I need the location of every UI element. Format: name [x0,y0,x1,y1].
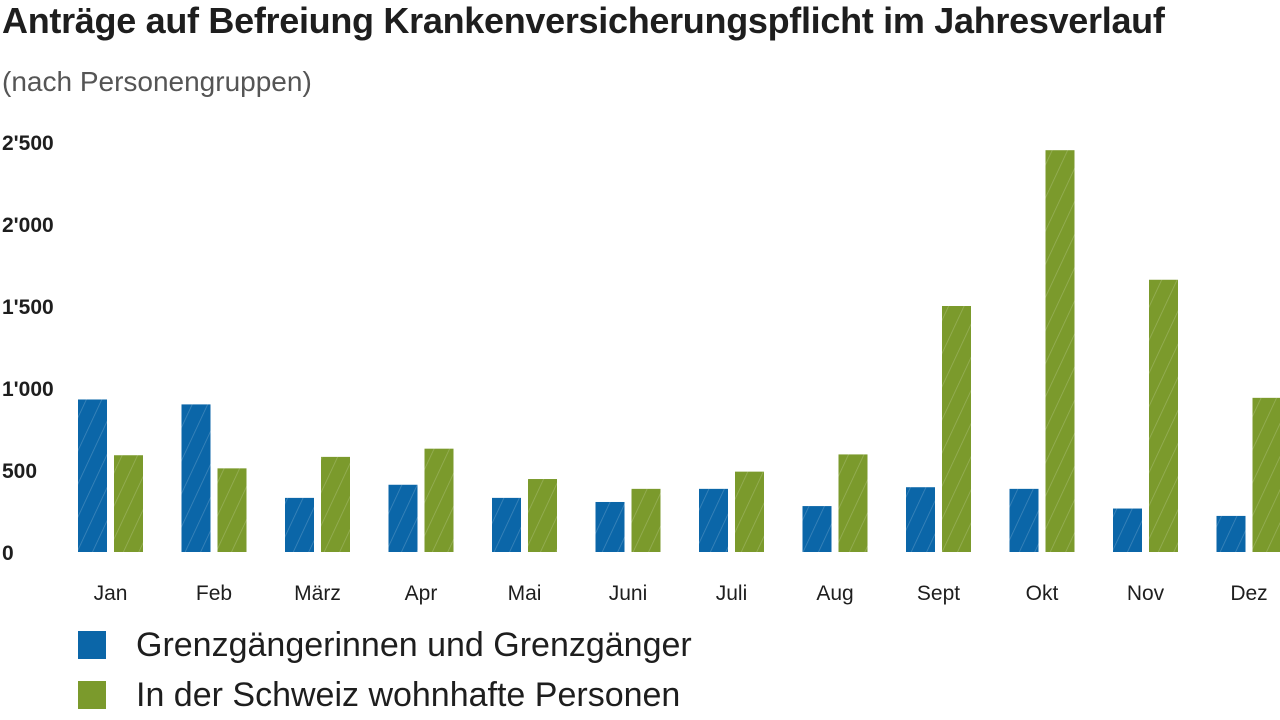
bar-hatch-overlay [1149,279,1178,552]
bar-hatch-overlay [181,404,211,552]
x-tick-label: Juni [609,582,648,605]
legend-item-grenzgaenger: Grenzgängerinnen und Grenzgänger [78,620,692,670]
bar-hatch-overlay [1216,515,1246,552]
bar-hatch-overlay [942,306,971,552]
bar-hatch-overlay [492,497,521,552]
bar-hatch-overlay [595,501,625,552]
y-tick-label: 1'000 [2,378,54,401]
bar-hatch-overlay [1252,397,1280,552]
y-axis: 0 500 1'000 1'500 2'000 2'500 [2,132,54,565]
bar-hatch-overlay [217,468,247,552]
bar-hatch-overlay [321,456,350,552]
legend: Grenzgängerinnen und Grenzgänger In der … [78,620,692,720]
bar-hatch-overlay [78,399,107,552]
x-tick-label: Mai [508,582,542,605]
x-tick-label: März [294,582,341,605]
bar-hatch-overlay [735,471,764,552]
x-axis: Jan Feb März Apr Mai Juni Juli Aug Sept Okt Nov Dez [94,582,1268,605]
x-tick-label: Aug [816,582,853,605]
legend-item-schweiz: In der Schweiz wohnhafte Personen [78,670,692,720]
chart-title: Anträge auf Befreiung Krankenversicherun… [2,0,1165,41]
legend-label: Grenzgängerinnen und Grenzgänger [136,625,692,664]
bar-hatch-overlay [528,479,557,552]
x-tick-label: Okt [1026,582,1059,605]
x-tick-label: Jan [94,582,128,605]
legend-swatch-green [78,681,106,709]
chart-subtitle: (nach Personengruppen) [2,66,312,97]
y-tick-label: 0 [2,542,14,565]
y-tick-label: 500 [2,460,37,483]
x-tick-label: Dez [1230,582,1267,605]
bar-hatch-overlay [114,455,143,552]
bar-hatch-overlay [1113,508,1142,552]
x-tick-label: Juli [716,582,748,605]
bar-hatch-overlay [802,506,832,552]
y-tick-label: 1'500 [2,296,54,319]
bar-chart: 0 500 1'000 1'500 2'000 2'500 Jan Feb März Apr Ma… [2,132,1280,605]
bar-hatch-overlay [699,488,728,552]
bar-hatch-overlay [388,484,418,552]
x-tick-label: Apr [405,582,438,605]
legend-swatch-blue [78,631,106,659]
y-tick-label: 2'500 [2,132,54,155]
x-tick-label: Sept [917,582,960,605]
bar-hatch-overlay [1009,488,1039,552]
x-tick-label: Nov [1127,582,1165,605]
x-tick-label: Feb [196,582,232,605]
legend-label: In der Schweiz wohnhafte Personen [136,675,681,714]
bar-hatch-overlay [838,454,868,552]
bar-hatch-overlay [1045,150,1075,552]
bar-hatch-overlay [424,448,454,552]
bar-hatch-overlay [906,487,935,552]
bars [78,150,1280,552]
y-tick-label: 2'000 [2,214,54,237]
bar-hatch-overlay [631,488,661,552]
bar-hatch-overlay [285,497,314,552]
